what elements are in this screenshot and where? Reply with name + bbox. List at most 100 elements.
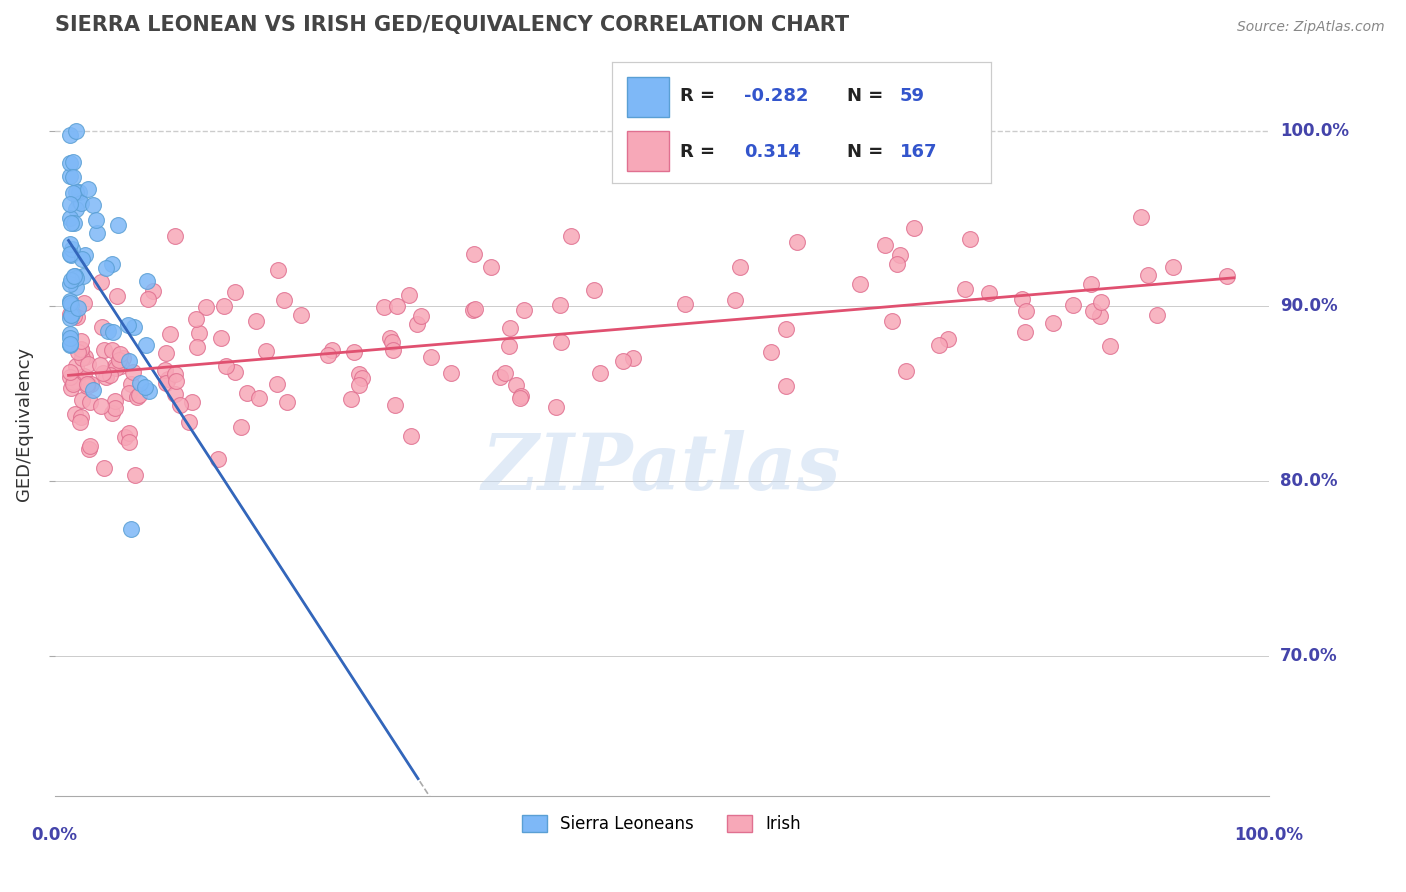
Point [1098, 339, 1121, 353]
Point [107, 353, 129, 368]
Point [67, 194, 90, 208]
Point [207, 452, 229, 467]
Point [59, 338, 82, 352]
Bar [627, 131, 669, 171]
Point [267, 263, 290, 277]
Point [316, 349, 339, 363]
Point [67, 185, 90, 199]
Point [72, 392, 94, 407]
Point [245, 313, 267, 327]
Text: Source: ZipAtlas.com: Source: ZipAtlas.com [1237, 20, 1385, 34]
Point [62, 310, 84, 324]
Point [60, 308, 83, 322]
Point [155, 346, 177, 360]
Point [63, 216, 86, 230]
Point [163, 228, 186, 243]
Point [231, 420, 253, 434]
Point [114, 430, 136, 444]
Point [65, 123, 87, 137]
Point [509, 391, 531, 405]
Point [544, 400, 567, 414]
Point [59, 277, 82, 291]
Point [621, 351, 644, 365]
Point [399, 429, 422, 443]
Point [75, 350, 97, 364]
Point [82, 198, 104, 212]
Point [612, 353, 634, 368]
Point [125, 391, 148, 405]
Point [107, 218, 129, 232]
Point [70, 409, 93, 424]
Point [1090, 295, 1112, 310]
Point [212, 299, 235, 313]
Point [1011, 292, 1033, 306]
Point [93, 343, 115, 358]
Point [77, 442, 100, 456]
Point [343, 345, 366, 359]
Point [59, 296, 82, 310]
Point [89, 358, 111, 372]
Point [276, 395, 298, 409]
Point [63, 269, 86, 284]
Text: 70.0%: 70.0% [1279, 647, 1337, 665]
Point [124, 468, 146, 483]
Point [136, 293, 159, 307]
Point [65, 185, 87, 199]
Point [60, 307, 83, 321]
Point [215, 359, 238, 374]
Text: 59: 59 [900, 87, 925, 105]
Point [98, 368, 121, 382]
Point [387, 300, 409, 314]
Point [560, 229, 582, 244]
Point [169, 398, 191, 412]
Text: 90.0%: 90.0% [1279, 297, 1337, 315]
Point [118, 434, 141, 449]
Point [59, 311, 82, 326]
Point [165, 386, 187, 401]
Point [163, 368, 186, 382]
Point [411, 310, 433, 324]
Point [157, 371, 180, 385]
Text: R =: R = [681, 143, 727, 161]
Point [1137, 268, 1160, 282]
Point [128, 376, 150, 391]
Point [339, 392, 361, 406]
Point [101, 343, 124, 357]
Point [134, 380, 156, 394]
Point [66, 310, 89, 324]
Point [101, 325, 124, 339]
Point [59, 156, 82, 170]
Point [420, 351, 443, 365]
Point [118, 354, 141, 368]
Point [347, 367, 370, 381]
Point [93, 461, 115, 475]
Point [1015, 303, 1038, 318]
Point [321, 343, 343, 357]
Point [91, 366, 114, 380]
Point [224, 285, 246, 300]
Point [59, 247, 82, 261]
Text: N =: N = [846, 87, 890, 105]
Point [583, 283, 606, 297]
Point [96, 370, 118, 384]
Point [70, 351, 93, 366]
Point [352, 371, 374, 385]
Point [118, 425, 141, 440]
Point [62, 170, 84, 185]
Text: 167: 167 [900, 143, 938, 161]
Text: N =: N = [846, 143, 890, 161]
Text: 80.0%: 80.0% [1279, 472, 1337, 490]
Point [512, 303, 534, 318]
Point [80, 377, 103, 392]
Point [398, 288, 420, 302]
Point [59, 307, 82, 321]
Point [101, 257, 124, 271]
Point [65, 359, 87, 374]
Point [91, 320, 114, 334]
Point [59, 326, 82, 341]
Point [110, 347, 132, 361]
Text: ZIPatlas: ZIPatlas [482, 430, 841, 507]
Point [724, 293, 747, 308]
Text: -0.282: -0.282 [745, 87, 808, 105]
Point [195, 301, 218, 315]
